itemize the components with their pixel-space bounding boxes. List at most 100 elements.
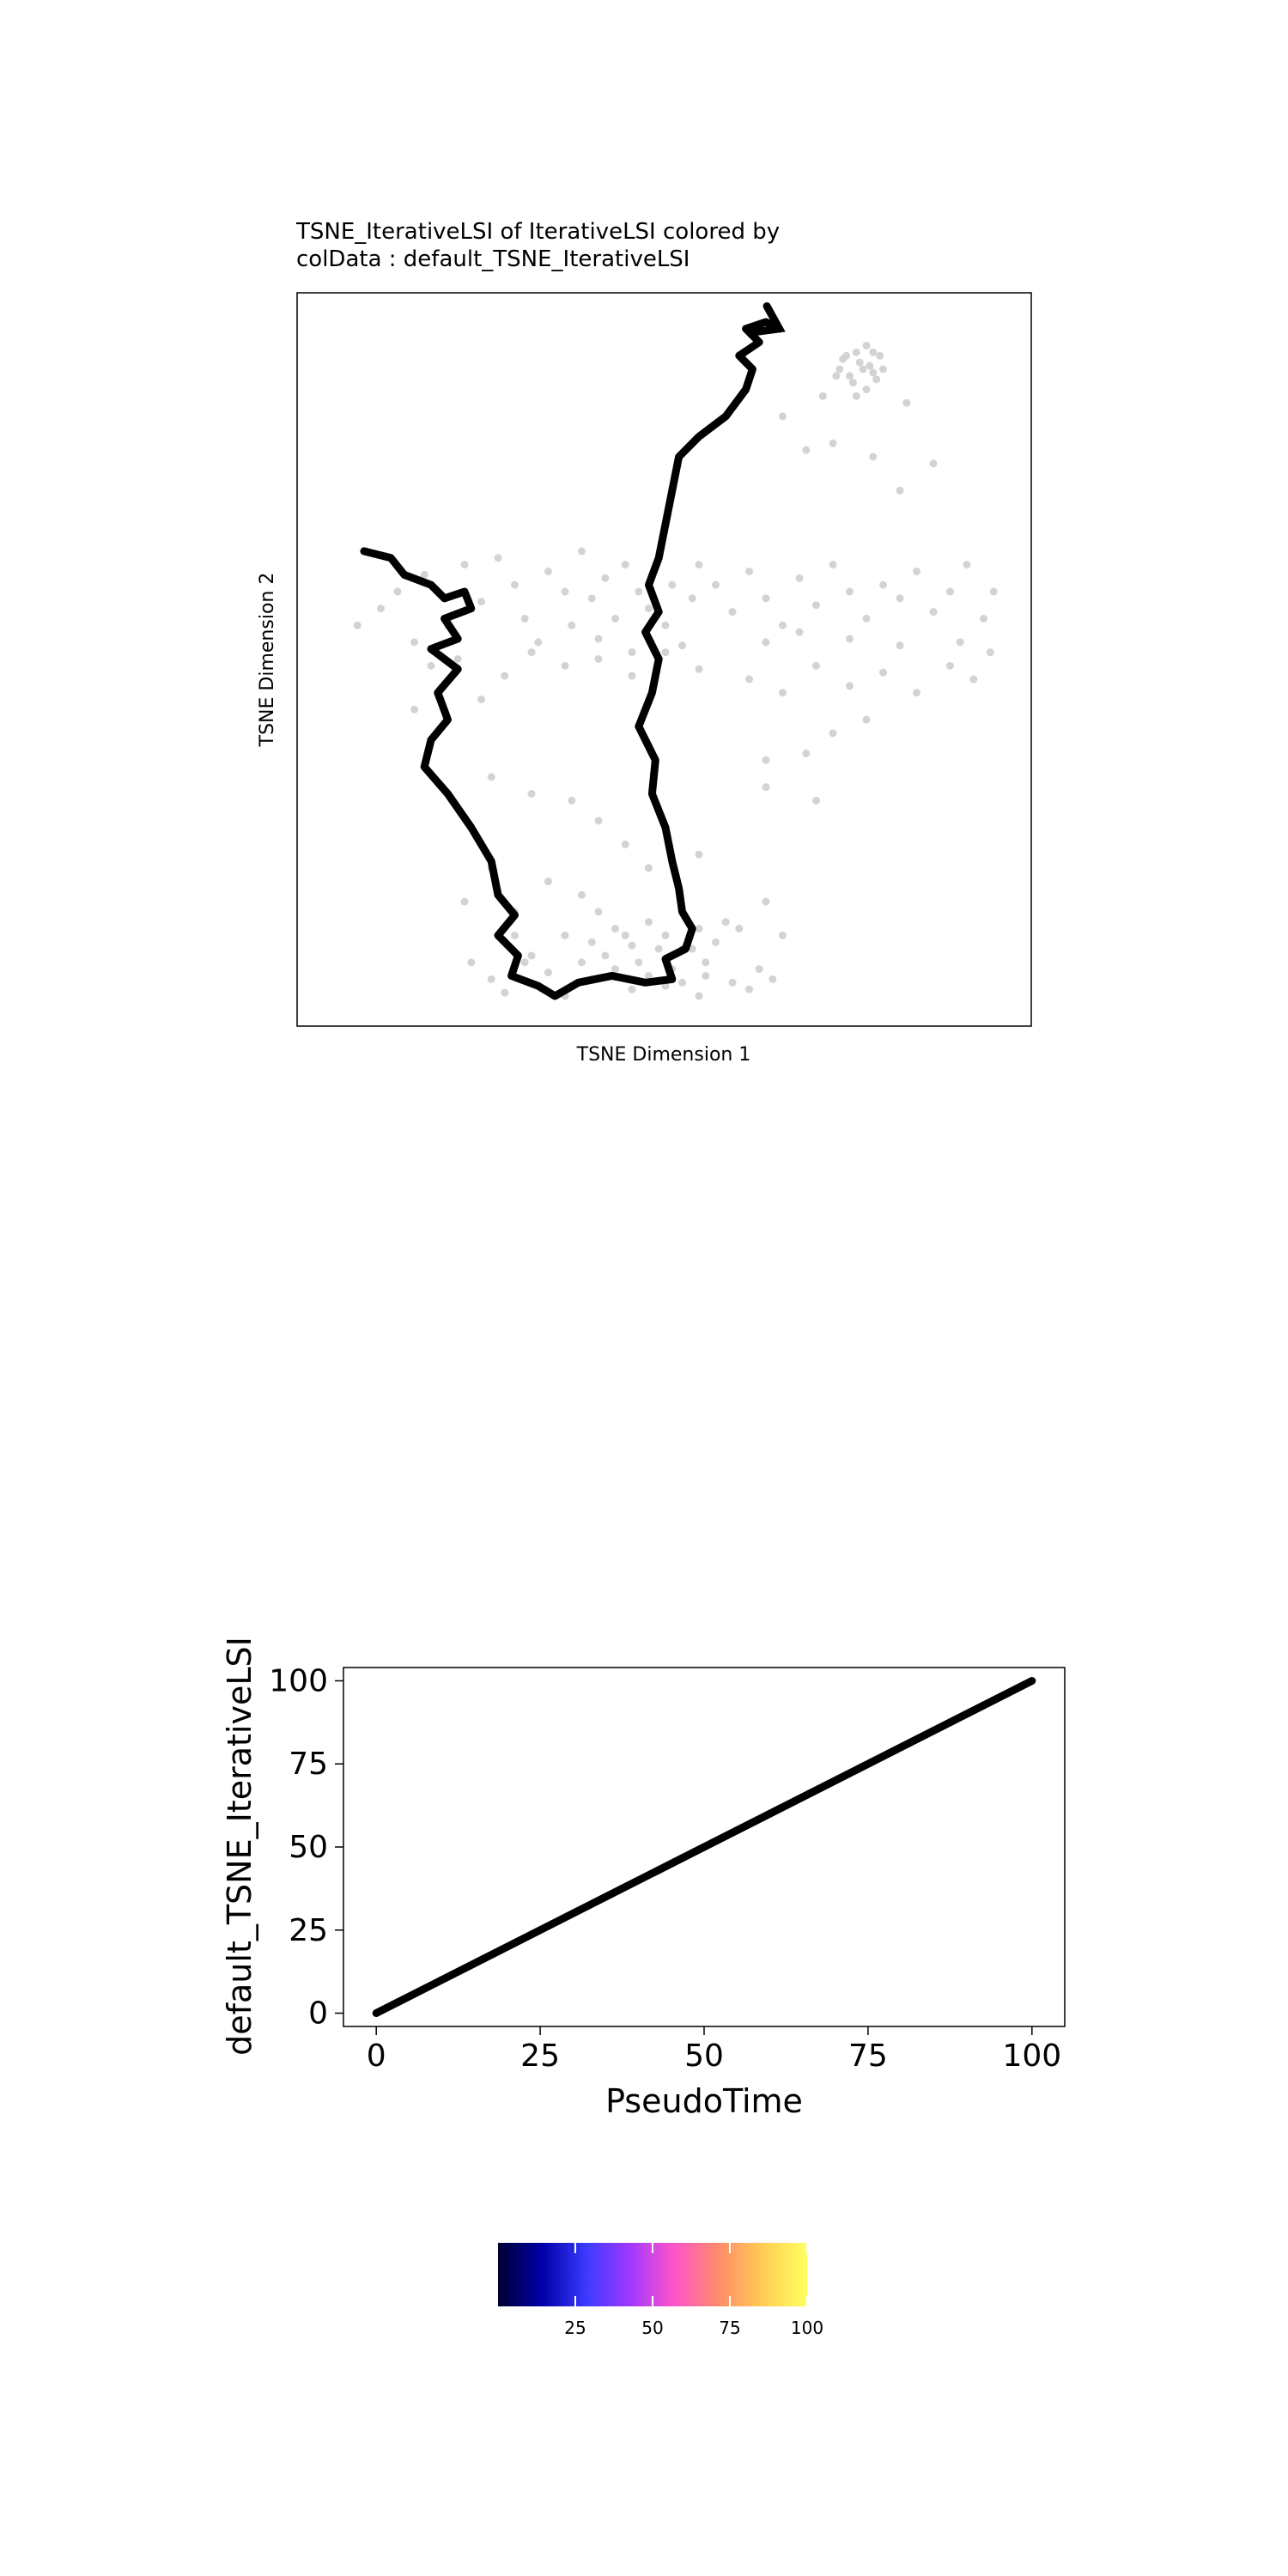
tsne-point — [460, 561, 469, 569]
y-tick-label: 25 — [289, 1913, 328, 1948]
tsne-point — [427, 661, 435, 670]
line-series-group — [372, 1676, 1036, 2018]
colorbar-tick-label: 100 — [791, 2318, 823, 2338]
tsne-point — [561, 661, 569, 670]
tsne-point — [594, 908, 603, 916]
tsne-point — [594, 655, 603, 663]
tsne-point — [862, 341, 871, 349]
tsne-point — [645, 918, 653, 927]
tsne-point — [511, 580, 519, 589]
tsne-point — [578, 958, 586, 967]
tsne-point — [534, 638, 543, 647]
x-tick-label: 25 — [520, 2038, 560, 2074]
tsne-point — [688, 945, 696, 953]
tsne-point — [721, 918, 730, 927]
tsne-point — [812, 661, 820, 670]
tsne-point — [695, 925, 703, 933]
tsne-point — [852, 348, 860, 356]
tsne-point — [487, 773, 495, 781]
tsne-point — [762, 783, 770, 792]
tsne-point — [896, 486, 904, 495]
tsne-point — [779, 931, 787, 939]
tsne-point — [869, 368, 878, 377]
y-tick-label: 100 — [269, 1663, 328, 1698]
tsne-point — [377, 605, 385, 613]
tsne-point — [568, 621, 576, 629]
x-tick-label: 100 — [1002, 2038, 1061, 2074]
tsne-point — [712, 938, 720, 946]
tsne-point — [879, 580, 887, 589]
tsne-point — [527, 951, 536, 960]
tsne-point — [929, 608, 938, 617]
tsne-point — [578, 547, 586, 556]
tsne-point — [862, 715, 871, 724]
tsne-point — [745, 985, 753, 993]
colorbar — [498, 2243, 807, 2306]
tsne-point — [855, 358, 864, 367]
tsne-point — [702, 971, 710, 980]
tsne-point — [501, 988, 509, 997]
tsne-point — [527, 648, 536, 657]
colorbar-tick-label: 75 — [719, 2318, 740, 2338]
colorbar-ticks-group: 25 50 75 100 — [564, 2243, 823, 2338]
tsne-point — [842, 351, 851, 360]
tsne-point — [956, 638, 964, 647]
tsne-point — [896, 594, 904, 603]
tsne-point — [802, 749, 811, 757]
tsne-point — [712, 580, 720, 589]
tsne-point — [611, 965, 619, 974]
tsne-chart: TSNE_IterativeLSI of IterativeLSI colore… — [257, 219, 1032, 1066]
tsne-point — [353, 621, 361, 629]
tsne-point — [963, 561, 971, 569]
tsne-point — [695, 992, 703, 1000]
tsne-point — [762, 756, 770, 764]
tsne-point — [946, 661, 954, 670]
tsne-point — [511, 931, 519, 939]
tsne-point — [601, 574, 610, 582]
tsne-point — [846, 635, 854, 643]
tsne-point — [702, 958, 710, 967]
tsne-point — [779, 621, 787, 629]
tsne-point — [795, 574, 804, 582]
tsne-point — [695, 561, 703, 569]
tsne-point — [913, 567, 920, 575]
tsne-point — [829, 439, 837, 447]
tsne-point — [635, 958, 643, 967]
tsne-point — [410, 705, 418, 714]
tsne-point — [745, 675, 753, 683]
tsne-point — [544, 567, 552, 575]
tsne-point — [477, 598, 485, 606]
tsne-point — [862, 614, 871, 623]
tsne-point — [661, 621, 670, 629]
tsne-point — [477, 696, 485, 704]
tsne-point — [393, 587, 402, 596]
x-tick-label: 50 — [684, 2038, 724, 2074]
tsne-point — [829, 561, 837, 569]
tsne-title-line2: colData : default_TSNE_IterativeLSI — [296, 246, 690, 272]
tsne-point — [852, 392, 860, 400]
tsne-point — [561, 931, 569, 939]
tsne-point — [818, 392, 827, 400]
tsne-plot-frame — [296, 292, 1032, 1027]
tsne-point — [520, 958, 529, 967]
tsne-point — [986, 648, 994, 657]
tsne-point — [568, 796, 576, 805]
tsne-point — [645, 605, 653, 613]
tsne-point — [501, 671, 509, 680]
tsne-point — [969, 675, 978, 683]
line-ticks-group: 0 25 50 75 100 0 25 50 75 100 — [269, 1663, 1061, 2074]
tsne-point — [628, 671, 636, 680]
x-tick-label: 0 — [367, 2038, 386, 2074]
tsne-point — [869, 348, 878, 356]
tsne-point — [802, 446, 811, 454]
tsne-point — [611, 614, 619, 623]
tsne-point — [848, 379, 857, 387]
x-tick-label: 75 — [848, 2038, 888, 2074]
tsne-point — [869, 453, 878, 461]
tsne-point — [594, 817, 603, 825]
tsne-point — [896, 641, 904, 650]
tsne-point — [695, 850, 703, 859]
tsne-point — [779, 412, 787, 421]
line-xlabel: PseudoTime — [605, 2082, 803, 2120]
